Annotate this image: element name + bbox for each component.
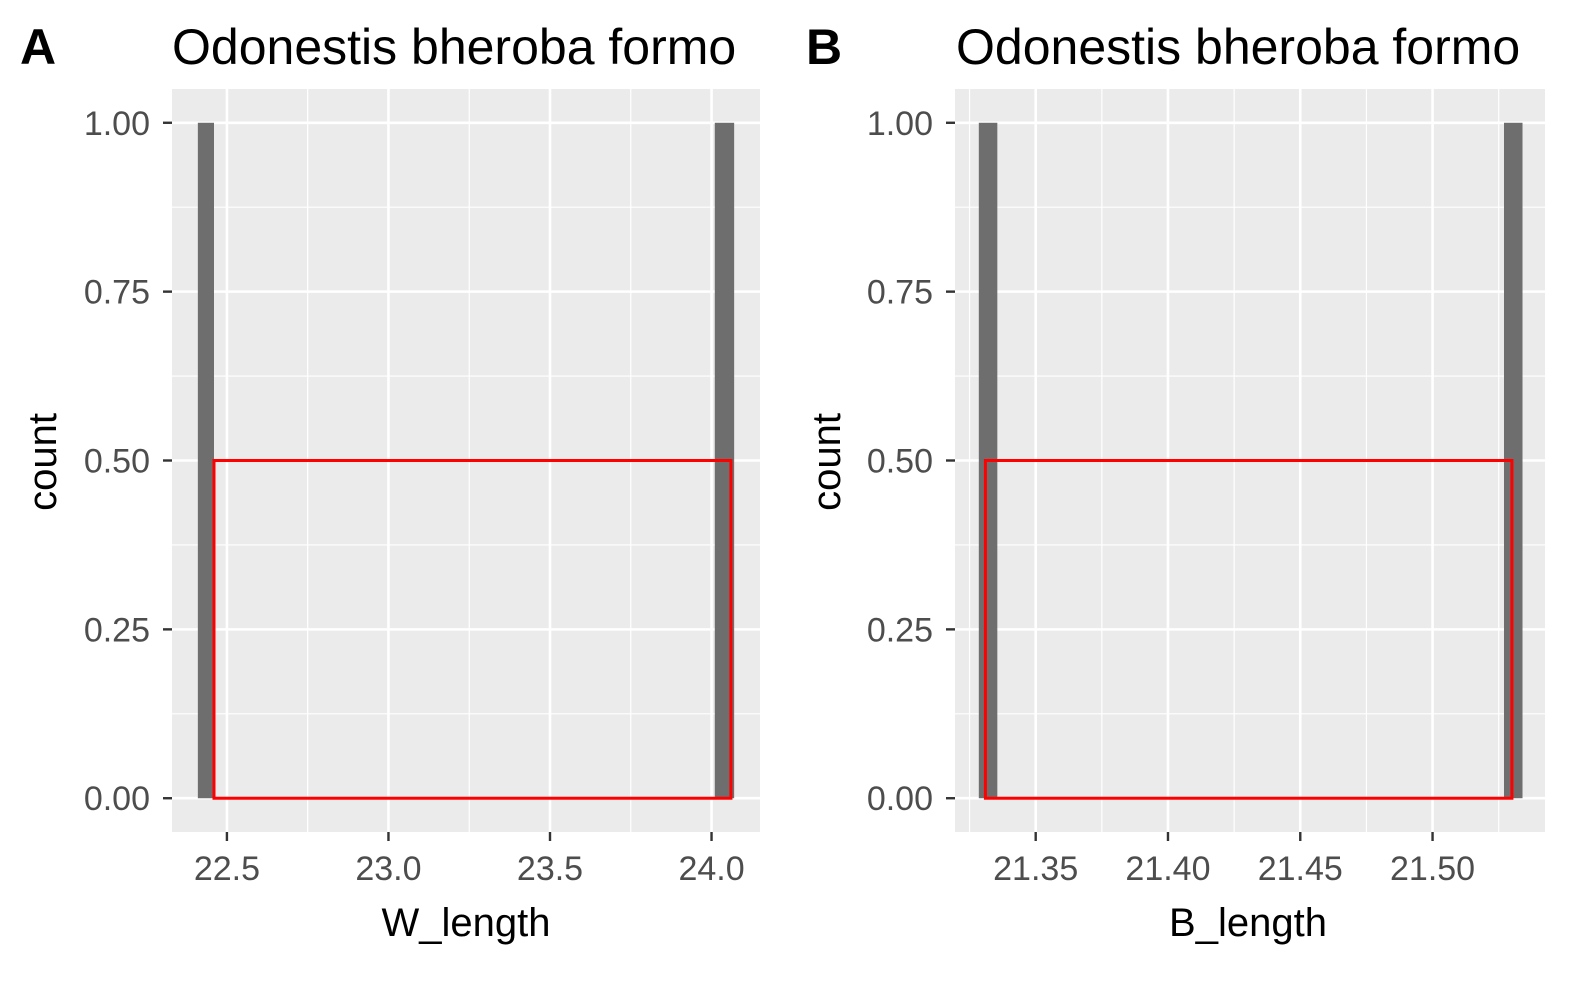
highlight-box [983,459,1514,800]
x-tick-label: 21.35 [993,850,1078,888]
plot-layer: 0.00 0.25 0.50 0.75 1.00 22.5 23.0 23.5 24.0 [84,89,760,888]
x-tick-label: 24.0 [678,850,744,888]
y-tick-label: 0.00 [84,780,150,818]
x-tick-label: 21.50 [1390,850,1475,888]
y-tick-label: 1.00 [84,105,150,143]
x-tick-label: 21.40 [1125,850,1210,888]
y-tick-label: 0.25 [867,611,933,649]
x-tick-label: 22.5 [194,850,260,888]
panel-title: Odonestis bheroba formo [956,19,1520,75]
x-tick-label: 23.5 [517,850,583,888]
y-tick-label: 0.75 [84,274,150,312]
plot-layer: 0.00 0.25 0.50 0.75 1.00 21.35 21.40 21.45 21.50 [867,89,1545,888]
panel-label: A [20,19,56,75]
y-axis-title: count [805,413,849,511]
x-axis-title: W_length [382,901,551,945]
panel-a: 0.00 0.25 0.50 0.75 1.00 22.5 23.0 23.5 24.0 A O… [20,19,760,945]
panel-b: 0.00 0.25 0.50 0.75 1.00 21.35 21.40 21.45 21.50… [805,19,1545,945]
y-axis-title: count [21,413,65,511]
y-tick-label: 0.25 [84,611,150,649]
x-axis-title: B_length [1169,901,1327,945]
highlight-box [212,459,733,800]
y-tick-label: 0.50 [867,443,933,481]
x-tick-label: 23.0 [355,850,421,888]
panel-label: B [806,19,842,75]
y-tick-label: 0.75 [867,274,933,312]
x-tick-label: 21.45 [1258,850,1343,888]
y-tick-label: 0.00 [867,780,933,818]
y-tick-label: 0.50 [84,443,150,481]
histogram-bar [197,122,214,799]
y-tick-label: 1.00 [867,105,933,143]
panel-title: Odonestis bheroba formo [172,19,736,75]
